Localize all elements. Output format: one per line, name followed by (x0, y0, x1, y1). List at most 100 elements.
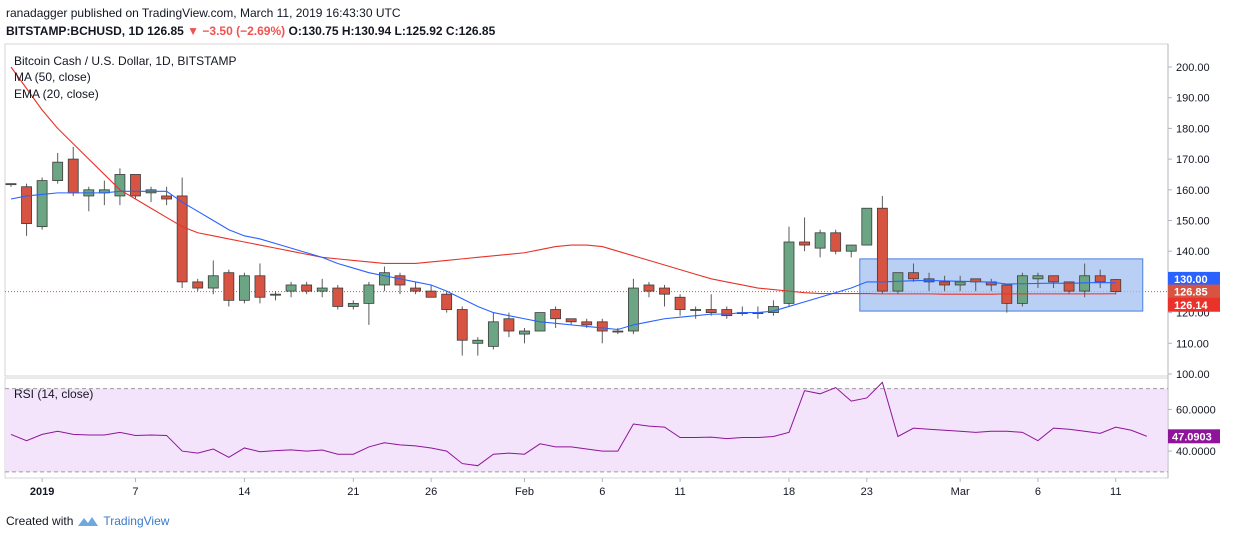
rsi-y-tick-label: 60.0000 (1176, 404, 1216, 416)
x-tick-label: Feb (515, 486, 534, 498)
candle (223, 269, 235, 307)
price-label-box (1168, 284, 1220, 299)
candle-body (954, 281, 966, 286)
candle-body (830, 232, 842, 252)
x-tick-label: 11 (1110, 486, 1121, 498)
candle (161, 186, 173, 206)
candle-body (223, 272, 235, 301)
candle (207, 260, 219, 295)
candle (332, 284, 344, 310)
candle-body (799, 241, 810, 246)
candle (363, 281, 375, 325)
consolidation-box (859, 258, 1144, 312)
candle-body (1094, 275, 1106, 283)
rsi-band (6, 388, 1167, 472)
candle (596, 318, 608, 344)
candle-body (238, 275, 250, 301)
ema-legend: EMA (20, close) (14, 87, 99, 101)
candle (36, 177, 48, 230)
candle-body (176, 195, 188, 283)
tradingview-logo-icon (78, 517, 99, 526)
candle-body (783, 241, 795, 304)
candle-body (410, 287, 421, 292)
candle (456, 306, 468, 356)
candle (1048, 275, 1059, 289)
candle (270, 291, 281, 301)
x-tick-label: 14 (238, 486, 250, 498)
created-with-text: Created with (6, 514, 74, 528)
y-tick-label: 190.00 (1176, 93, 1210, 105)
candle (876, 195, 888, 295)
candle-body (550, 309, 561, 320)
candle (347, 300, 359, 310)
footer: Created with TradingView (6, 514, 169, 528)
candle-body (425, 290, 437, 298)
candle (643, 281, 655, 298)
candle (21, 183, 32, 236)
candle-body (316, 287, 328, 292)
candle-body (441, 293, 453, 310)
candle-body (565, 318, 577, 323)
y-tick-label: 100.00 (1176, 369, 1210, 381)
candle-body (596, 321, 608, 332)
candle (892, 272, 904, 295)
candle (908, 263, 919, 282)
candle-body (363, 284, 375, 304)
ma-legend: MA (50, close) (14, 70, 91, 84)
y-tick-label: 160.00 (1176, 185, 1210, 197)
candle (659, 284, 670, 307)
price-label-box (1168, 297, 1220, 312)
publish-text: published on TradingView.com, March 11, … (70, 6, 401, 20)
chart-title-legend: Bitcoin Cash / U.S. Dollar, 1D, BITSTAMP (14, 54, 237, 68)
ma-50-line (10, 66, 1116, 295)
candle (145, 186, 157, 203)
publish-line: ranadagger published on TradingView.com,… (6, 4, 1006, 22)
candle-body (67, 158, 79, 194)
candle-body (270, 293, 281, 296)
candle-body (612, 330, 624, 333)
price-change: −3.50 (−2.69%) (202, 24, 286, 38)
candle-body (1032, 275, 1044, 280)
candle (301, 281, 313, 295)
candle-body (36, 180, 48, 228)
candle-body (861, 207, 873, 246)
candle-body (301, 284, 313, 292)
ema-20-line (10, 190, 1116, 331)
candle (394, 272, 406, 295)
candle-body (1110, 279, 1122, 292)
rsi-legend: RSI (14, close) (14, 387, 93, 401)
candle-body (207, 275, 219, 289)
candle-body (130, 174, 141, 197)
candle (379, 266, 390, 292)
tradingview-brand[interactable]: TradingView (103, 514, 170, 528)
candle-body (456, 309, 468, 341)
candle (316, 278, 328, 298)
candle-body (379, 272, 390, 286)
price-label: 130.00 (1174, 274, 1208, 286)
candle-body (5, 183, 17, 186)
candle-body (581, 321, 593, 326)
rsi-label-box (1168, 429, 1220, 444)
y-tick-label: 110.00 (1176, 338, 1209, 350)
candle-body (52, 161, 64, 181)
candle (410, 281, 421, 295)
x-tick-label: Mar (951, 486, 970, 498)
candle (550, 306, 561, 328)
candle-body (519, 330, 530, 335)
x-tick-label: 23 (861, 486, 873, 498)
candle (487, 312, 499, 350)
down-arrow-icon: ▼ (187, 24, 200, 38)
candle (799, 217, 810, 252)
candle (130, 174, 141, 200)
author-name[interactable]: ranadagger (6, 6, 68, 20)
candle-body (394, 275, 406, 286)
candle-body (908, 272, 919, 280)
candle-body (1063, 281, 1075, 292)
candle-body (705, 309, 717, 313)
x-tick-label: 6 (599, 486, 605, 498)
candle-body (254, 275, 266, 298)
price-label-box (1168, 271, 1220, 286)
candle (814, 229, 826, 258)
y-tick-label: 180.00 (1176, 123, 1210, 135)
